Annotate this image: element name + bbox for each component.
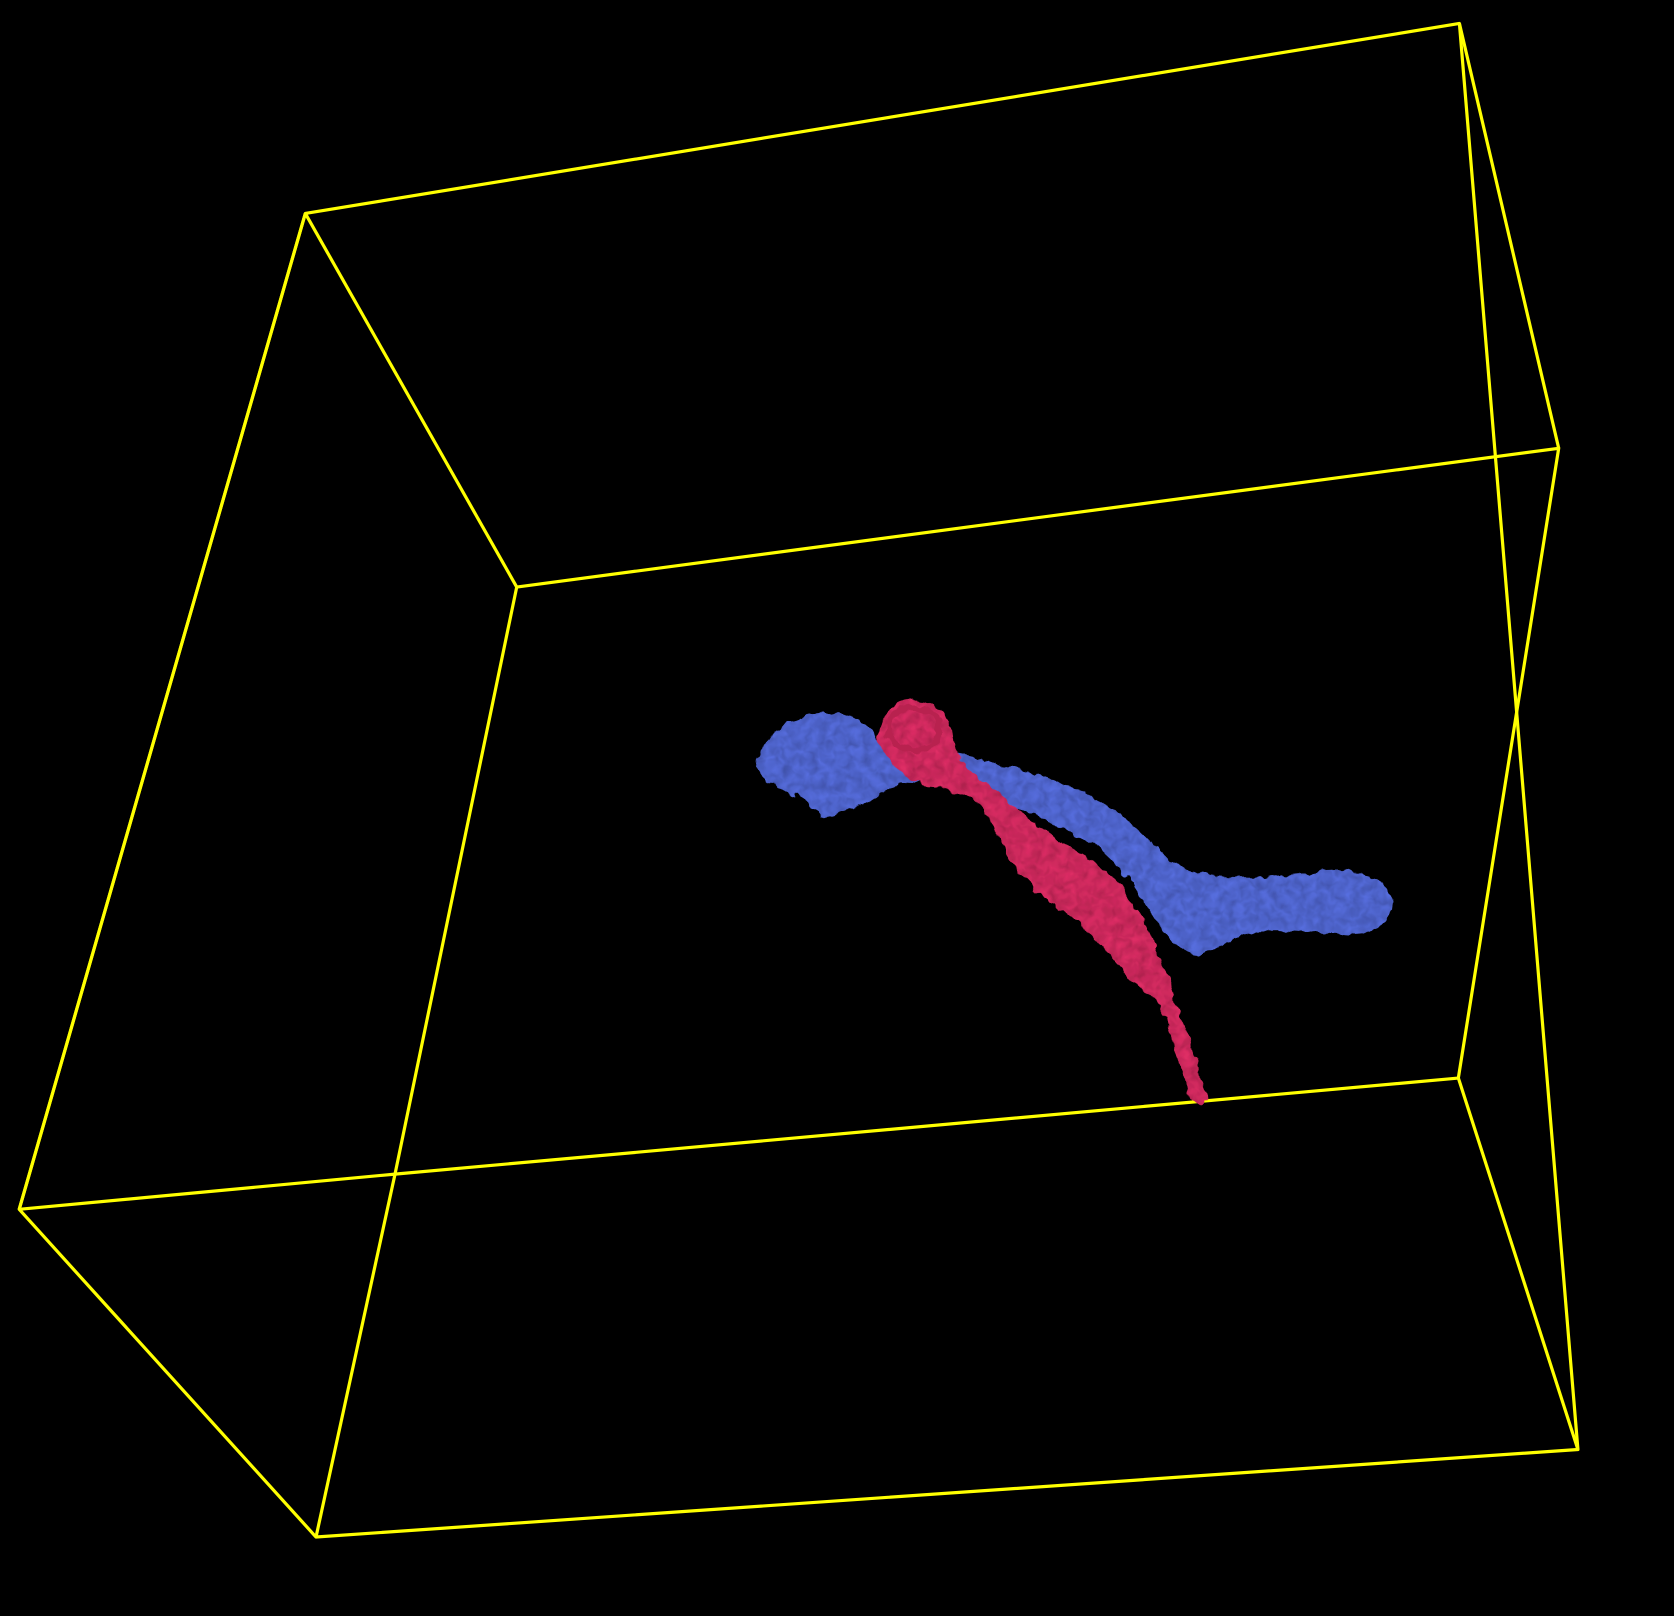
red-mesh-body[interactable] [877, 699, 1206, 1106]
bounding-box-front [17, 21, 1580, 1539]
bounding-box-edge [19, 1172, 396, 1211]
red-mesh-opening [885, 704, 943, 754]
bounding-box-edge [1456, 1077, 1580, 1450]
red-mesh[interactable] [877, 699, 1206, 1106]
bounding-box [303, 23, 1580, 1538]
bounding-box-edge [314, 1173, 397, 1538]
bounding-box-back-face [393, 446, 1561, 1176]
bounding-box-edge [1457, 23, 1561, 449]
bounding-box-edge [17, 213, 307, 1210]
bounding-box-edge [303, 212, 519, 588]
